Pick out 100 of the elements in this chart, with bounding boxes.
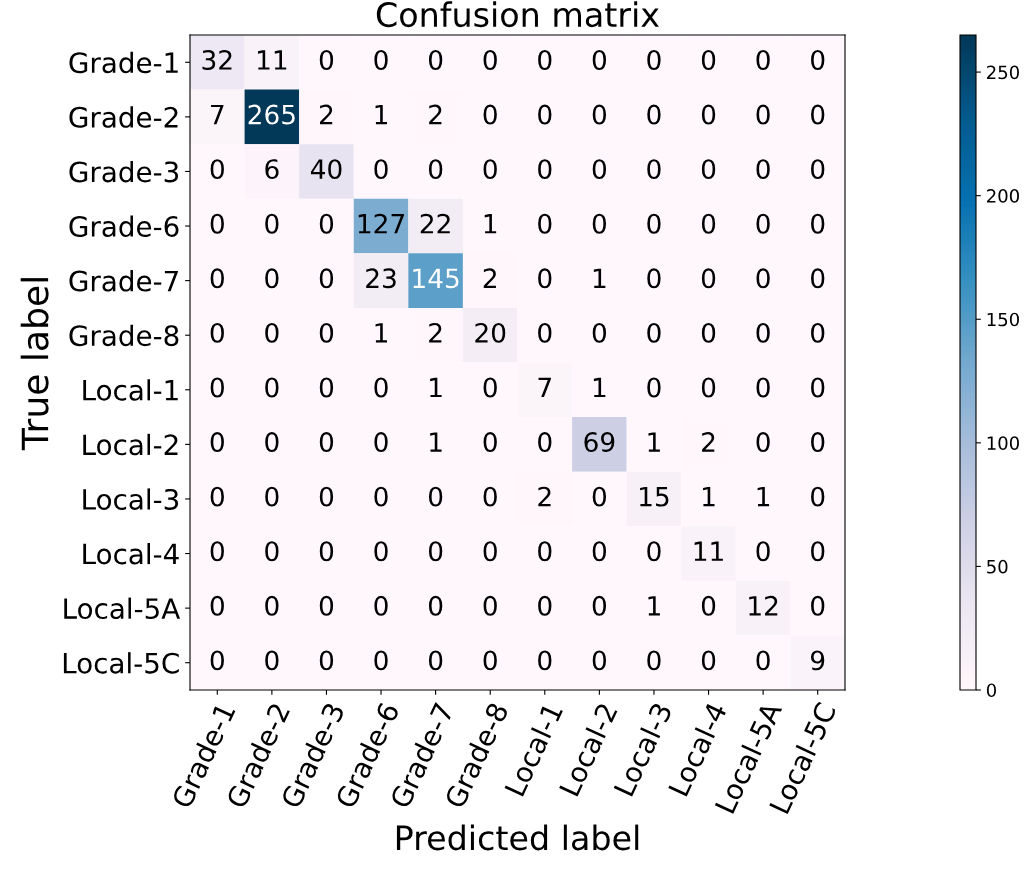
data-label: 0 bbox=[210, 268, 224, 289]
data-label: 11 bbox=[257, 50, 287, 70]
data-label: 0 bbox=[538, 49, 552, 70]
data-label: 0 bbox=[811, 159, 825, 180]
data-label: 145 bbox=[413, 268, 459, 289]
data-label: 0 bbox=[319, 650, 334, 671]
data-label: 0 bbox=[538, 322, 552, 343]
data-label: 0 bbox=[210, 595, 224, 616]
y-tick-label: Grade-1 bbox=[69, 51, 178, 74]
data-label: 11 bbox=[694, 541, 723, 561]
data-label: 0 bbox=[374, 159, 388, 180]
data-label: 2 bbox=[320, 104, 333, 125]
data-label: 0 bbox=[756, 432, 770, 453]
data-label: 127 bbox=[358, 213, 404, 234]
color-bar-label: 50 bbox=[987, 559, 1008, 574]
data-label: 0 bbox=[811, 268, 825, 289]
y-tick-label: Local-2 bbox=[83, 433, 178, 456]
data-label: 0 bbox=[210, 486, 224, 507]
data-label: 0 bbox=[265, 595, 279, 616]
data-label: 2 bbox=[538, 486, 551, 507]
data-label: 0 bbox=[811, 49, 825, 70]
y-tick-label: Grade-8 bbox=[69, 324, 179, 347]
data-label: 1 bbox=[703, 487, 715, 507]
data-label: 0 bbox=[811, 322, 825, 343]
data-label: 1 bbox=[375, 323, 387, 343]
data-label: 0 bbox=[811, 595, 825, 616]
y-tick-label: Grade-7 bbox=[69, 270, 178, 292]
data-label: 0 bbox=[756, 159, 770, 180]
data-label: 0 bbox=[811, 432, 825, 453]
data-label: 0 bbox=[319, 49, 334, 70]
data-label: 0 bbox=[592, 486, 607, 507]
data-label: 0 bbox=[374, 377, 388, 398]
data-label: 9 bbox=[810, 650, 825, 671]
y-tick-label: Local-4 bbox=[83, 542, 179, 565]
data-label: 1 bbox=[593, 268, 606, 288]
y-tick-label: Grade-6 bbox=[69, 215, 179, 237]
data-label: 0 bbox=[538, 650, 552, 671]
data-label: 6 bbox=[265, 159, 279, 180]
data-label: 0 bbox=[428, 49, 443, 70]
data-label: 0 bbox=[756, 650, 770, 671]
data-label: 0 bbox=[592, 49, 607, 70]
data-label: 0 bbox=[538, 432, 552, 453]
data-label: 0 bbox=[701, 322, 716, 343]
data-label: 0 bbox=[483, 650, 497, 671]
data-label: 0 bbox=[756, 213, 770, 234]
data-label: 0 bbox=[374, 486, 388, 507]
data-label: 0 bbox=[701, 49, 716, 70]
data-label: 0 bbox=[483, 159, 497, 180]
color-bar-label: 100 bbox=[987, 436, 1019, 450]
data-label: 0 bbox=[811, 104, 825, 125]
data-label: 0 bbox=[265, 377, 279, 398]
data-label: 0 bbox=[811, 377, 825, 398]
data-label: 0 bbox=[592, 213, 607, 234]
data-label: 0 bbox=[210, 650, 224, 671]
data-label: 0 bbox=[265, 213, 279, 234]
data-label: 0 bbox=[701, 213, 716, 234]
color-bar-label: 200 bbox=[987, 189, 1019, 203]
data-label: 0 bbox=[701, 104, 716, 125]
data-label: 0 bbox=[374, 432, 388, 453]
data-label: 0 bbox=[483, 49, 497, 70]
data-label: 0 bbox=[538, 541, 552, 562]
data-label: 20 bbox=[475, 322, 506, 343]
data-label: 2 bbox=[429, 322, 442, 343]
data-label: 0 bbox=[811, 213, 825, 234]
color-bar-label: 0 bbox=[986, 683, 997, 698]
data-label: 0 bbox=[428, 541, 443, 562]
data-label: 0 bbox=[319, 268, 334, 289]
data-label: 0 bbox=[756, 268, 770, 289]
data-label: 40 bbox=[310, 159, 342, 180]
data-label: 0 bbox=[483, 486, 497, 507]
data-label: 0 bbox=[319, 595, 334, 616]
chart-title: Confusion matrix bbox=[376, 1, 659, 28]
y-tick-label: Local-5C bbox=[63, 652, 179, 674]
data-label: 23 bbox=[366, 268, 396, 289]
data-label: 1 bbox=[593, 377, 606, 398]
data-label: 0 bbox=[756, 104, 770, 125]
data-label: 32 bbox=[202, 49, 232, 70]
data-label: 0 bbox=[428, 650, 443, 671]
data-label: 1 bbox=[648, 432, 660, 452]
data-label: 1 bbox=[375, 104, 387, 125]
data-label: 0 bbox=[428, 486, 443, 507]
data-label: 0 bbox=[592, 650, 607, 671]
data-label: 0 bbox=[538, 104, 552, 125]
data-label: 0 bbox=[374, 650, 388, 671]
x-axis-title: Predicted label bbox=[396, 824, 639, 851]
data-label: 12 bbox=[749, 595, 778, 616]
data-label: 0 bbox=[701, 377, 716, 398]
data-label: 0 bbox=[701, 650, 716, 671]
y-tick-label: Local-5A bbox=[64, 597, 181, 620]
data-label: 7 bbox=[538, 377, 551, 398]
data-label: 15 bbox=[640, 487, 669, 507]
data-label: 0 bbox=[592, 322, 607, 343]
data-label: 2 bbox=[483, 268, 496, 288]
data-label: 0 bbox=[265, 486, 279, 507]
data-label: 0 bbox=[265, 322, 279, 343]
data-label: 0 bbox=[538, 159, 552, 180]
data-label: 2 bbox=[429, 104, 442, 125]
y-tick-label: Local-3 bbox=[83, 488, 179, 510]
data-label: 7 bbox=[211, 104, 224, 125]
data-label: 0 bbox=[210, 377, 224, 398]
